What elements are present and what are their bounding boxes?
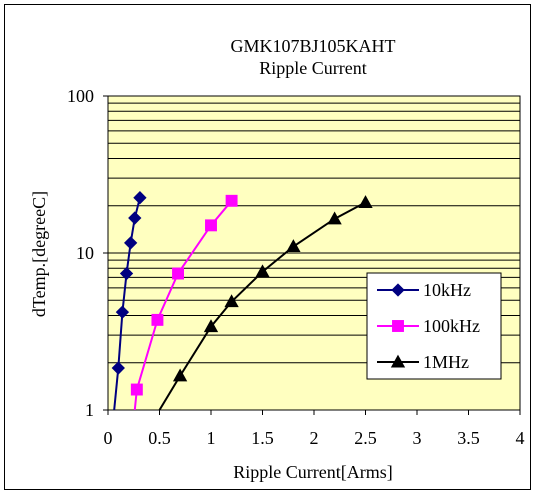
data-point — [130, 383, 143, 396]
data-point — [286, 239, 301, 253]
data-point — [133, 191, 147, 205]
series-10khz — [111, 191, 147, 410]
data-point — [205, 219, 217, 232]
y-tick-label: 1 — [85, 400, 94, 420]
data-point — [111, 361, 125, 375]
data-point — [115, 305, 130, 319]
data-point — [124, 236, 138, 250]
y-tick-labels: 1 10 100 — [67, 86, 108, 420]
y-tick-label: 10 — [76, 243, 94, 263]
series-100khz — [130, 194, 238, 410]
data-point — [151, 313, 164, 326]
x-tick-label: 2 — [310, 428, 319, 448]
data-point — [225, 194, 238, 207]
series-line — [158, 201, 366, 410]
legend: 10kHz 100kHz 1MHz — [366, 272, 502, 380]
x-tick-label: 1.5 — [251, 428, 274, 448]
series-layer — [111, 191, 373, 410]
data-point — [172, 368, 188, 382]
legend-marker — [392, 320, 404, 332]
legend-label: 100kHz — [423, 316, 480, 336]
legend-label: 10kHz — [423, 280, 471, 300]
data-point — [255, 264, 270, 278]
data-point — [224, 294, 239, 308]
x-tick-label: 3.5 — [457, 428, 480, 448]
x-tick-label: 4 — [516, 428, 525, 448]
x-tick-label: 2.5 — [354, 428, 377, 448]
x-axis-label: Ripple Current[Arms] — [233, 462, 392, 482]
chart-title: GMK107BJ105KAHT — [230, 36, 395, 56]
x-tick-labels: 0 0.5 1 1.5 2 2.5 3 3.5 4 — [104, 410, 525, 448]
y-axis-label: dTemp.[degreeC] — [29, 191, 49, 317]
legend-marker — [391, 283, 405, 297]
data-point — [327, 211, 342, 225]
x-tick-label: 1 — [207, 428, 216, 448]
x-tick-label: 0 — [104, 428, 113, 448]
data-point — [172, 267, 185, 280]
x-tick-label: 0.5 — [148, 428, 171, 448]
data-point — [128, 211, 142, 225]
legend-label: 1MHz — [423, 352, 469, 372]
x-tick-label: 3 — [413, 428, 422, 448]
legend-marker — [390, 354, 406, 368]
y-tick-label: 100 — [67, 86, 94, 106]
chart-subtitle: Ripple Current — [259, 58, 366, 78]
data-point — [203, 319, 219, 333]
data-point — [358, 195, 373, 208]
series-1mhz — [158, 195, 373, 410]
data-point — [119, 266, 134, 281]
